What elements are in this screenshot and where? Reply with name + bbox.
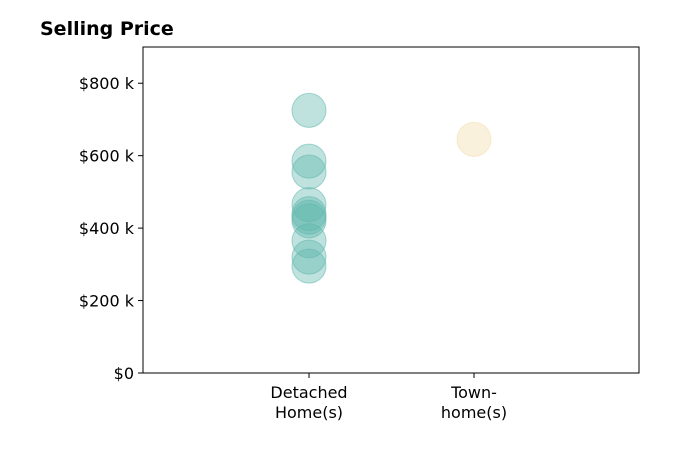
chart-title: Selling Price — [40, 18, 174, 40]
x-category-label: Town- — [450, 383, 497, 402]
data-point — [456, 121, 492, 157]
y-axis: $0 $200 k $400 k $600 k $800 k — [79, 74, 143, 383]
data-point — [291, 223, 327, 259]
y-tick-label: $0 — [114, 364, 134, 383]
y-tick-label: $600 k — [79, 147, 135, 166]
y-tick-label: $400 k — [79, 219, 135, 238]
x-category-label: Detached — [270, 383, 347, 402]
y-tick-label: $200 k — [79, 292, 135, 311]
data-point — [291, 143, 327, 179]
points-layer — [291, 92, 492, 284]
data-point — [291, 239, 327, 275]
data-point — [291, 92, 327, 128]
data-point — [291, 187, 327, 223]
data-point — [291, 203, 327, 239]
plot-area-frame — [142, 46, 640, 374]
data-point — [291, 248, 327, 284]
x-category-label: home(s) — [441, 403, 507, 422]
x-category-label: Home(s) — [275, 403, 343, 422]
y-tick-label: $800 k — [79, 74, 135, 93]
data-point — [291, 154, 327, 190]
